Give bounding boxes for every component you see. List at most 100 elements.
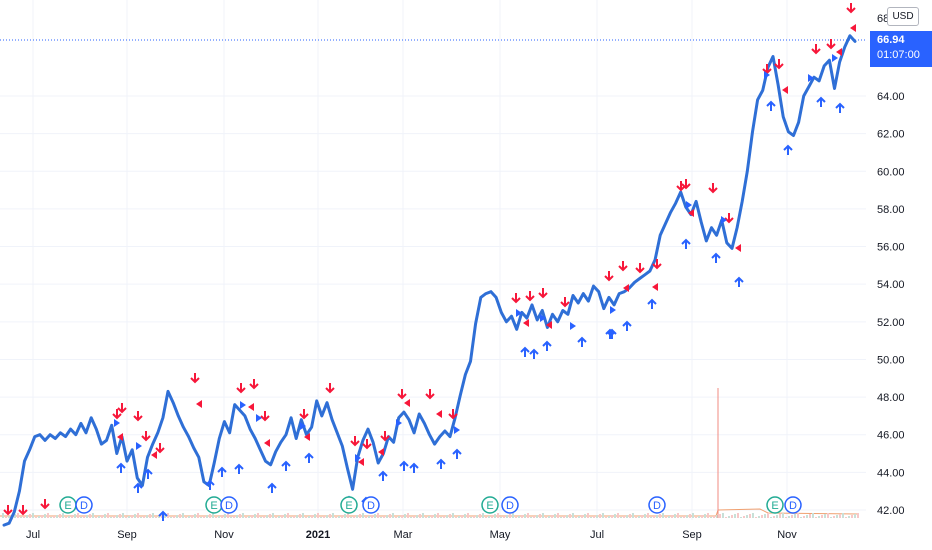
sell-arrow: [40, 499, 50, 510]
earnings-badge[interactable]: E: [59, 496, 77, 514]
earnings-badge[interactable]: E: [340, 496, 358, 514]
sell-arrow: [133, 411, 143, 422]
volume-bar: [380, 517, 382, 518]
buy-flag: [721, 216, 727, 224]
sell-flag: [850, 24, 856, 32]
volume-bar: [131, 515, 133, 518]
earnings-badge[interactable]: E: [205, 496, 223, 514]
x-tick-label: Nov: [214, 529, 234, 541]
volume-bar: [788, 516, 790, 518]
volume-bar: [599, 514, 601, 518]
volume-bar: [710, 517, 712, 518]
volume-bar: [224, 514, 226, 518]
sell-arrow: [724, 213, 734, 224]
buy-arrow: [133, 482, 143, 493]
earnings-badge[interactable]: E: [481, 496, 499, 514]
volume-bar: [503, 516, 505, 518]
volume-bar: [815, 517, 817, 518]
sell-flag: [652, 283, 658, 291]
volume-bar: [584, 514, 586, 518]
volume-bar: [569, 514, 571, 518]
dividend-badge[interactable]: D: [362, 496, 380, 514]
dividend-badge[interactable]: D: [784, 496, 802, 514]
volume-bar: [746, 515, 748, 518]
volume-bar: [5, 517, 7, 518]
dividend-badge[interactable]: D: [501, 496, 519, 514]
volume-bar: [416, 515, 418, 518]
volume-bar: [272, 513, 274, 518]
volume-bar: [680, 517, 682, 518]
volume-bar: [419, 514, 421, 518]
volume-bar: [695, 517, 697, 518]
earnings-badge[interactable]: E: [766, 496, 784, 514]
volume-bar: [32, 513, 34, 518]
volume-bar: [656, 515, 658, 518]
sell-arrow: [362, 439, 372, 450]
y-tick-label: 60.00: [877, 166, 905, 178]
volume-bar: [68, 516, 70, 518]
volume-bar: [491, 515, 493, 518]
volume-bar: [482, 513, 484, 518]
volume-bar: [548, 516, 550, 518]
dividend-badge[interactable]: D: [648, 496, 666, 514]
volume-bar: [818, 516, 820, 518]
volume-bar: [119, 514, 121, 518]
dividend-badge[interactable]: D: [75, 496, 93, 514]
volume-bar: [536, 515, 538, 518]
volume-bar: [434, 514, 436, 518]
volume-bar: [689, 514, 691, 518]
sell-arrow: [117, 403, 127, 414]
volume-bar: [707, 513, 709, 518]
buy-flag: [764, 71, 770, 79]
volume-bar: [371, 515, 373, 518]
currency-badge[interactable]: USD: [887, 7, 919, 26]
volume-bar: [458, 516, 460, 518]
volume-bar: [134, 514, 136, 518]
volume-bar: [704, 514, 706, 518]
volume-bar: [560, 517, 562, 518]
volume-bar: [554, 514, 556, 518]
volume-bar: [824, 514, 826, 518]
volume-bar: [587, 513, 589, 518]
volume-bar: [620, 517, 622, 518]
dividend-badge[interactable]: D: [220, 496, 238, 514]
buy-arrow: [766, 100, 776, 111]
volume-bar: [275, 517, 277, 518]
buy-arrow: [399, 460, 409, 471]
volume-bar: [377, 513, 379, 518]
sell-arrow: [826, 39, 836, 50]
volume-bar: [671, 515, 673, 518]
volume-bar: [398, 516, 400, 518]
volume-bar: [8, 516, 10, 518]
volume-bar: [122, 513, 124, 518]
volume-bar: [332, 513, 334, 518]
volume-bar: [254, 514, 256, 518]
volume-bar: [221, 515, 223, 518]
volume-bar: [248, 516, 250, 518]
volume-bar: [452, 513, 454, 518]
volume-bar: [317, 513, 319, 518]
buy-flag: [516, 309, 522, 317]
volume-bar: [659, 514, 661, 518]
volume-bar: [83, 516, 85, 518]
volume-bar: [41, 515, 43, 518]
volume-bar: [410, 517, 412, 518]
volume-bar: [227, 513, 229, 518]
volume-bar: [287, 513, 289, 518]
volume-bar: [758, 516, 760, 518]
volume-bar: [428, 516, 430, 518]
volume-bar: [731, 515, 733, 518]
volume-bar: [542, 513, 544, 518]
volume-bar: [638, 516, 640, 518]
sell-arrow: [397, 389, 407, 400]
volume-bar: [74, 514, 76, 518]
y-tick-label: 64.00: [877, 91, 905, 103]
buy-arrow: [378, 470, 388, 481]
sell-arrow: [18, 505, 28, 516]
sell-flag: [358, 458, 364, 466]
buy-arrow: [409, 462, 419, 473]
volume-bar: [821, 515, 823, 518]
sell-arrow: [538, 288, 548, 299]
